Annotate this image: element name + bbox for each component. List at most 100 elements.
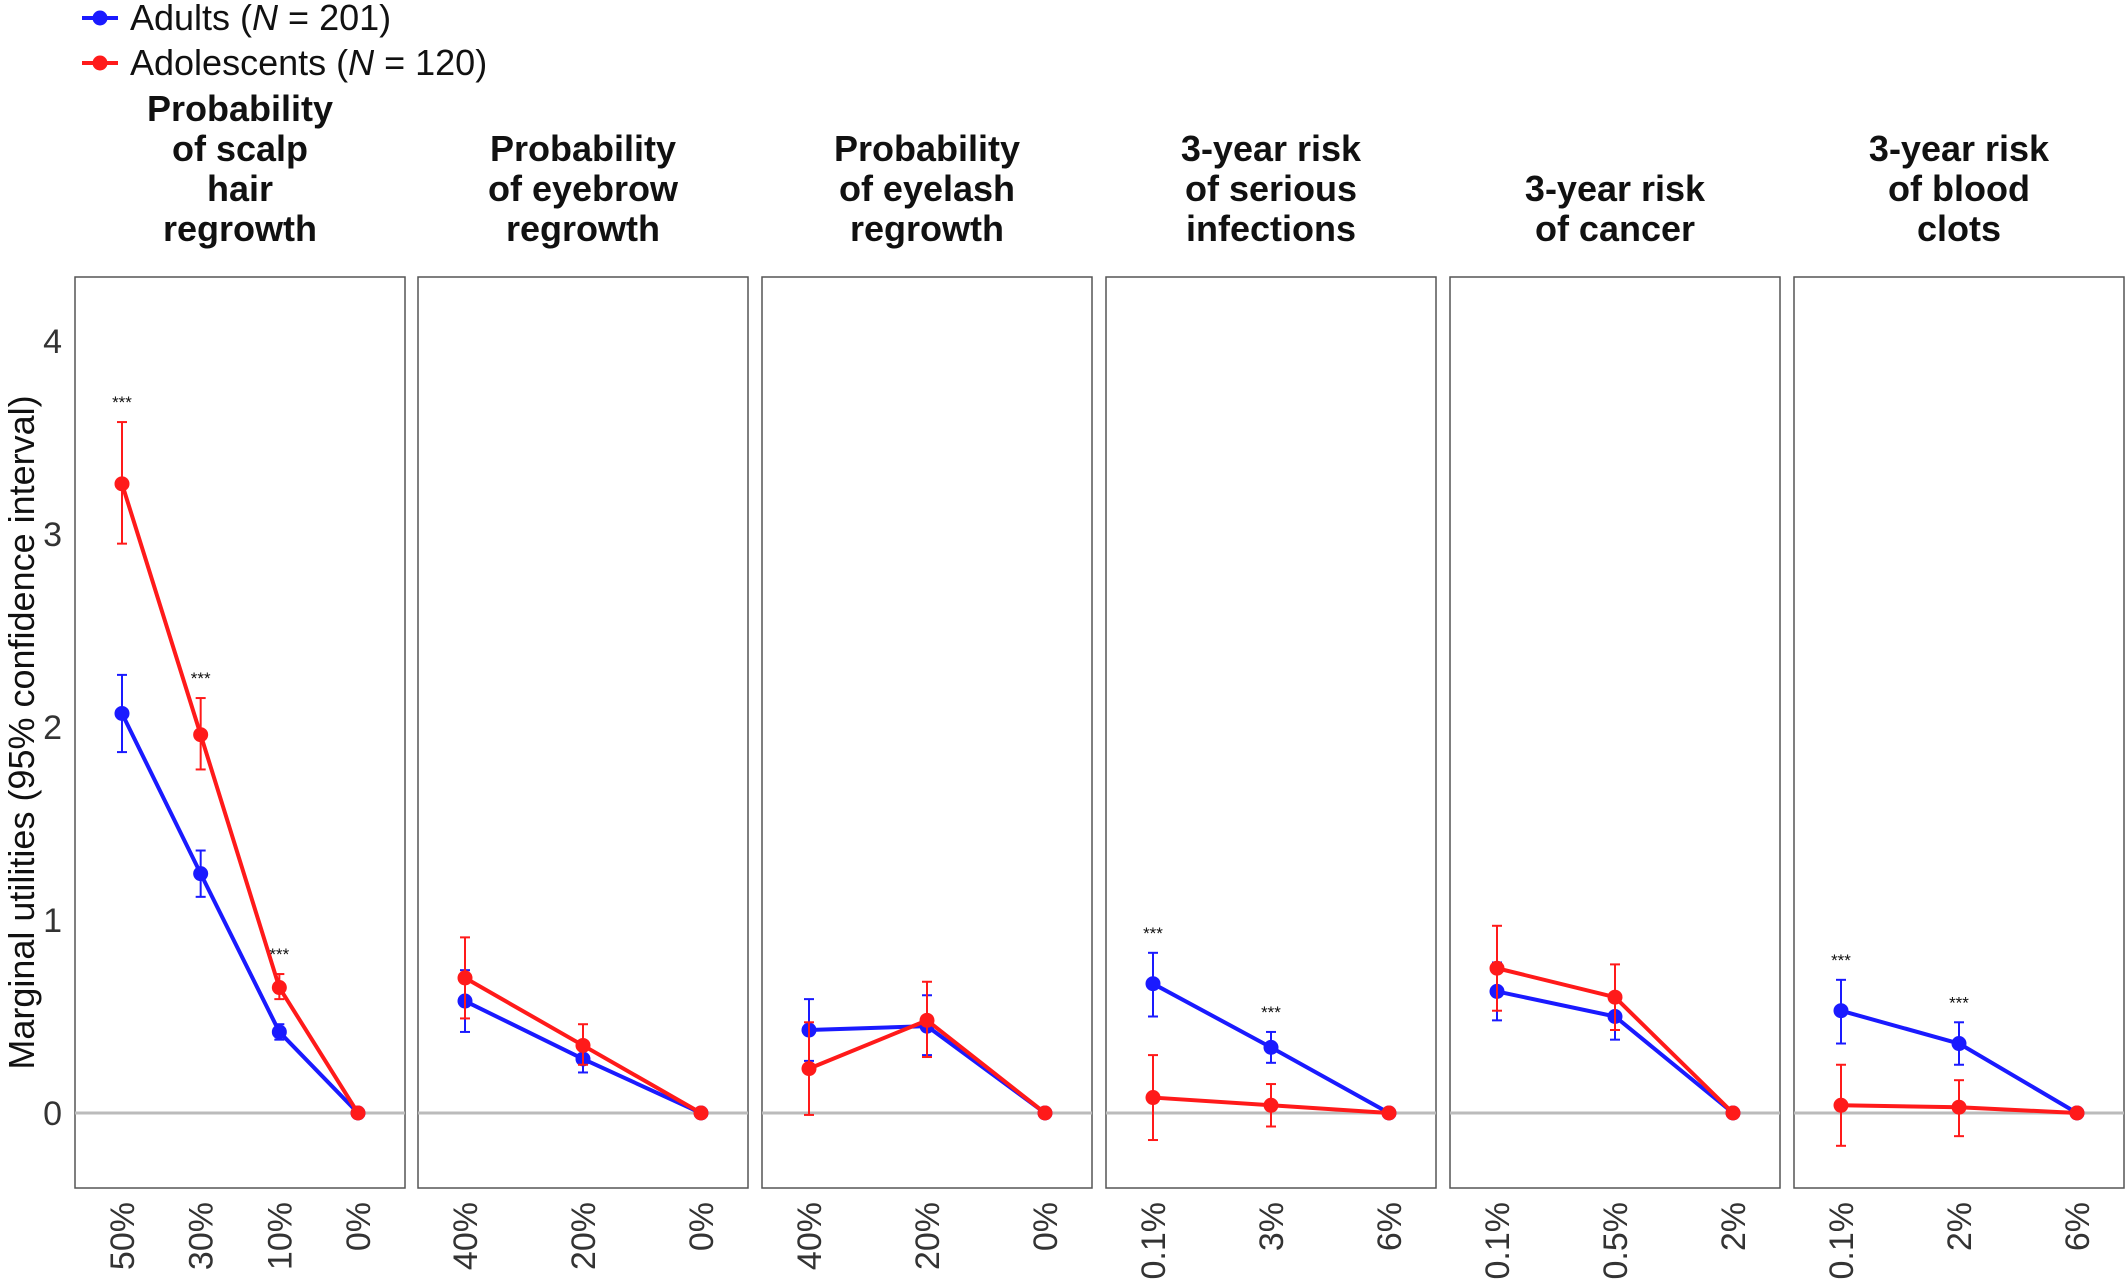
x-tick-label: 3% bbox=[1253, 1202, 1291, 1251]
x-tick-label: 0.1% bbox=[1479, 1202, 1517, 1280]
facet-title-line: 3-year risk bbox=[1181, 128, 1362, 169]
x-tick-label: 2% bbox=[1941, 1202, 1979, 1251]
x-tick-label: 40% bbox=[447, 1202, 485, 1270]
data-point bbox=[1145, 976, 1161, 992]
data-point bbox=[1263, 1097, 1279, 1113]
facet-title-line: hair bbox=[207, 168, 273, 209]
data-point bbox=[1263, 1039, 1279, 1055]
data-point bbox=[693, 1105, 709, 1121]
series-adolescents bbox=[114, 421, 366, 1121]
data-point bbox=[1489, 960, 1505, 976]
data-point bbox=[2069, 1105, 2085, 1121]
facet-title-line: of eyebrow bbox=[488, 168, 679, 209]
data-point bbox=[114, 476, 130, 492]
y-tick-label: 2 bbox=[43, 709, 62, 747]
data-point bbox=[1145, 1090, 1161, 1106]
data-point bbox=[1381, 1105, 1397, 1121]
facet-title-line: Probability bbox=[834, 128, 1020, 169]
facet-title-line: regrowth bbox=[163, 208, 317, 249]
x-tick-label: 20% bbox=[565, 1202, 603, 1270]
facet-title-line: clots bbox=[1917, 208, 2001, 249]
legend-series-name: Adolescents ( bbox=[130, 42, 348, 83]
legend-count: = 120) bbox=[374, 42, 487, 83]
facet-title-line: regrowth bbox=[506, 208, 660, 249]
series-adolescents bbox=[1145, 1054, 1397, 1142]
facet-title-line: 3-year risk bbox=[1869, 128, 2050, 169]
y-tick-label: 3 bbox=[43, 516, 62, 554]
significance-marker: *** bbox=[1949, 993, 1969, 1012]
x-tick-label: 6% bbox=[2059, 1202, 2097, 1251]
legend-item-adolescents: Adolescents (N = 120) bbox=[82, 42, 487, 83]
facet-title-line: of eyelash bbox=[839, 168, 1015, 209]
significance-marker: *** bbox=[191, 669, 211, 688]
x-tick-label: 20% bbox=[909, 1202, 947, 1270]
y-axis-title: Marginal utilities (95% confidence inter… bbox=[1, 395, 42, 1069]
series-adolescents bbox=[1833, 1063, 2085, 1147]
x-tick-label: 10% bbox=[261, 1202, 299, 1270]
y-tick-label: 0 bbox=[43, 1095, 62, 1133]
series-line bbox=[120, 483, 360, 1115]
data-point bbox=[114, 705, 130, 721]
legend-label: Adolescents (N = 120) bbox=[130, 42, 487, 83]
data-point bbox=[1833, 1097, 1849, 1113]
data-point bbox=[575, 1037, 591, 1053]
facet-title-line: of scalp bbox=[172, 128, 308, 169]
data-point bbox=[801, 1061, 817, 1077]
significance-marker: *** bbox=[112, 393, 132, 412]
panel-border bbox=[761, 276, 1093, 1189]
panel-border bbox=[1105, 276, 1437, 1189]
facet-title-line: infections bbox=[1186, 208, 1356, 249]
data-point bbox=[1833, 1003, 1849, 1019]
series-adults bbox=[114, 673, 366, 1121]
legend-item-adults: Adults (N = 201) bbox=[82, 0, 391, 38]
x-tick-label: 40% bbox=[791, 1202, 829, 1270]
facet-title-line: regrowth bbox=[850, 208, 1004, 249]
legend-marker bbox=[92, 10, 108, 26]
facet-title-line: Probability bbox=[490, 128, 676, 169]
panel-border bbox=[1449, 276, 1781, 1189]
data-point bbox=[1037, 1105, 1053, 1121]
data-point bbox=[1607, 989, 1623, 1005]
facet-title-line: Probability bbox=[147, 88, 333, 129]
significance-marker: *** bbox=[1143, 924, 1163, 943]
legend-label: Adults (N = 201) bbox=[130, 0, 391, 38]
x-tick-label: 0% bbox=[683, 1202, 721, 1251]
data-point bbox=[1725, 1105, 1741, 1121]
data-point bbox=[193, 866, 209, 882]
series-adolescents bbox=[1489, 924, 1741, 1121]
facet-title-line: of blood bbox=[1888, 168, 2030, 209]
legend: Adults (N = 201)Adolescents (N = 120) bbox=[82, 0, 487, 83]
legend-n-symbol: N bbox=[348, 42, 375, 83]
x-tick-label: 2% bbox=[1715, 1202, 1753, 1251]
y-tick-label: 1 bbox=[43, 902, 62, 940]
legend-marker bbox=[92, 55, 108, 71]
y-tick-label: 4 bbox=[43, 323, 62, 361]
data-point bbox=[271, 1024, 287, 1040]
series-line bbox=[120, 712, 360, 1115]
legend-series-name: Adults ( bbox=[130, 0, 252, 38]
x-tick-label: 6% bbox=[1371, 1202, 1409, 1251]
legend-n-symbol: N bbox=[252, 0, 279, 38]
significance-marker: *** bbox=[1831, 951, 1851, 970]
panel-border bbox=[74, 276, 406, 1189]
data-point bbox=[1951, 1036, 1967, 1052]
x-tick-label: 50% bbox=[104, 1202, 142, 1270]
panel-border bbox=[417, 276, 749, 1189]
facet-title-line: of serious bbox=[1185, 168, 1357, 209]
series-adolescents bbox=[457, 936, 709, 1121]
data-point bbox=[1951, 1099, 1967, 1115]
data-point bbox=[271, 980, 287, 996]
x-tick-label: 0% bbox=[1027, 1202, 1065, 1251]
x-tick-label: 0.5% bbox=[1597, 1202, 1635, 1280]
significance-marker: *** bbox=[1261, 1003, 1281, 1022]
significance-marker: *** bbox=[269, 945, 289, 964]
x-tick-label: 0% bbox=[340, 1202, 378, 1251]
